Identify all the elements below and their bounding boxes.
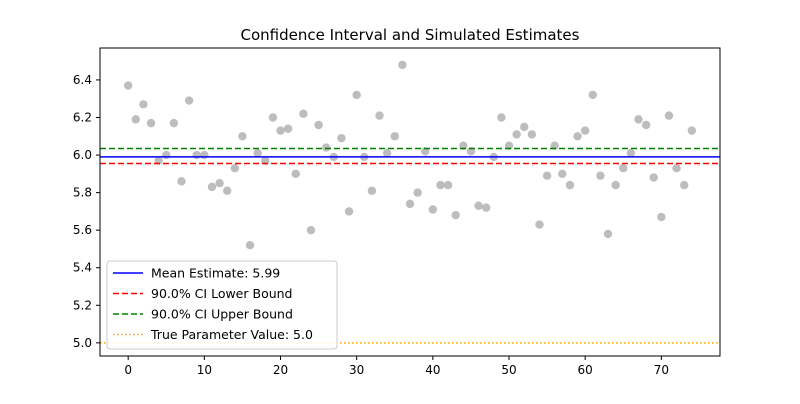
data-point — [375, 111, 384, 120]
data-point — [200, 150, 209, 160]
data-point — [535, 220, 544, 229]
data-point — [580, 126, 590, 135]
y-tick-label: 5.0 — [73, 336, 92, 350]
data-point — [672, 164, 681, 173]
x-tick-label: 20 — [273, 363, 288, 377]
y-tick-label: 6.4 — [73, 73, 92, 87]
legend-label: True Parameter Value: 5.0 — [150, 327, 313, 342]
data-point — [626, 148, 636, 158]
data-point — [245, 241, 255, 250]
data-point — [344, 207, 354, 216]
data-point — [162, 150, 171, 160]
data-point — [291, 169, 300, 179]
x-tick-label: 40 — [425, 363, 440, 377]
data-point — [565, 180, 575, 190]
data-point — [527, 130, 537, 139]
data-point — [512, 130, 521, 139]
data-point — [542, 171, 552, 180]
data-point — [520, 122, 529, 132]
data-point — [611, 180, 620, 190]
x-tick-label: 10 — [197, 363, 212, 377]
x-tick-label: 70 — [654, 363, 669, 377]
data-point — [603, 229, 613, 239]
data-point — [413, 188, 422, 197]
legend-label: Mean Estimate: 5.99 — [151, 266, 280, 281]
data-point — [192, 150, 201, 160]
data-point — [398, 60, 407, 70]
x-tick-label: 0 — [124, 363, 132, 377]
data-point — [664, 111, 674, 120]
data-point — [146, 118, 156, 128]
data-point — [276, 126, 285, 135]
data-point — [451, 210, 460, 220]
data-point — [215, 179, 224, 188]
data-point — [634, 115, 643, 124]
data-point — [687, 126, 697, 135]
data-point — [436, 180, 445, 190]
data-point — [428, 205, 438, 214]
data-point — [230, 164, 240, 173]
x-tick-label: 50 — [501, 363, 516, 377]
data-point — [223, 186, 232, 195]
y-tick-label: 5.8 — [73, 186, 92, 200]
data-point — [481, 203, 491, 212]
data-point — [322, 143, 331, 152]
data-point — [443, 180, 453, 190]
data-point — [238, 132, 247, 141]
data-point — [352, 90, 361, 100]
x-tick-label: 60 — [578, 363, 593, 377]
data-point — [405, 199, 415, 209]
data-point — [207, 182, 217, 192]
y-tick-label: 5.6 — [73, 223, 92, 237]
legend-box — [106, 260, 338, 350]
y-tick-label: 5.4 — [73, 261, 92, 275]
data-point — [131, 115, 140, 124]
data-point — [641, 120, 651, 130]
data-point — [123, 81, 133, 90]
data-point — [588, 90, 597, 100]
data-point — [382, 148, 392, 158]
data-point — [299, 109, 308, 118]
data-point — [314, 120, 323, 130]
data-point — [169, 118, 179, 128]
data-point — [573, 132, 582, 141]
data-point — [474, 201, 483, 210]
data-point — [367, 186, 377, 195]
data-point — [139, 100, 148, 109]
chart-title: Confidence Interval and Simulated Estima… — [241, 26, 580, 44]
data-point — [184, 96, 194, 105]
data-point — [649, 173, 658, 182]
data-point — [497, 113, 506, 122]
legend-label: 90.0% CI Upper Bound — [151, 307, 293, 322]
y-tick-label: 6.2 — [73, 110, 92, 124]
data-point — [657, 212, 666, 222]
data-point — [268, 113, 278, 122]
x-tick-label: 30 — [349, 363, 364, 377]
plot-area: 0 10 20 30 40 50 60 70 5.0 5.2 5.4 5.6 5.8 6.0 6.2 6.4 M… — [73, 47, 721, 377]
data-point — [283, 124, 293, 133]
data-point — [253, 148, 262, 158]
data-point — [680, 180, 689, 190]
data-point — [558, 169, 567, 179]
data-point — [337, 133, 346, 143]
data-point — [619, 164, 628, 173]
data-point — [390, 132, 399, 141]
y-tick-label: 5.2 — [73, 298, 92, 312]
data-point — [177, 177, 186, 186]
legend-label: 90.0% CI Lower Bound — [151, 286, 293, 301]
data-point — [306, 225, 316, 235]
plot-frame — [99, 47, 721, 357]
y-tick-label: 6.0 — [73, 148, 92, 162]
data-point — [596, 171, 605, 180]
